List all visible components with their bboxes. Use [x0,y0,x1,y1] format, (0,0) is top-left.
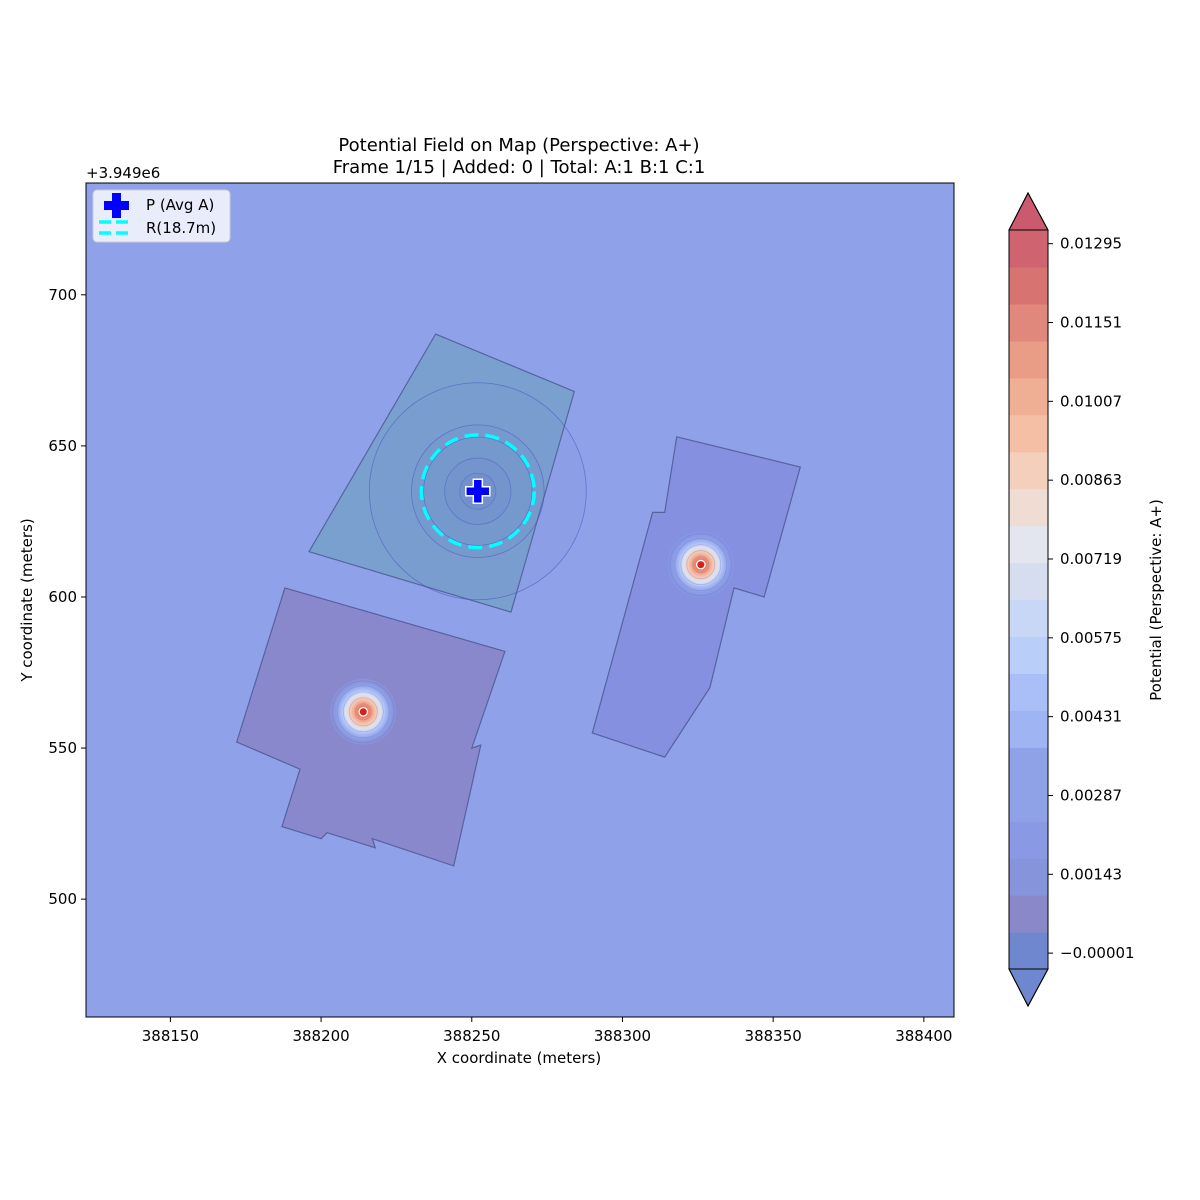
legend-plus-icon [104,193,129,218]
potential-field-background [86,183,954,1017]
chart-subtitle: Frame 1/15 | Added: 0 | Total: A:1 B:1 C… [333,157,706,178]
x-tick-label: 388400 [895,1027,952,1045]
hotspot-contour [342,691,384,733]
hotspot-contour [336,685,390,739]
x-axis-label: X coordinate (meters) [437,1049,601,1067]
y-tick-label: 500 [48,890,77,908]
colorbar-outline [1008,191,1049,1008]
y-tick-label: 700 [48,286,77,304]
colorbar-band [1009,636,1048,674]
colorbar-band [1009,821,1048,859]
colorbar-band [1009,784,1048,822]
agent-dot [695,559,706,570]
y-tick-label: 550 [48,739,77,757]
colorbar-bands [1009,230,1048,970]
chart-title: Potential Field on Map (Perspective: A+) [338,135,699,156]
hotspot-contour [686,550,716,579]
colorbar-tick-label: 0.00575 [1060,629,1122,647]
legend-dashed-circle-icon [99,220,133,235]
y-axis: 500 550 600 650 700 [48,286,86,908]
y-tick-label: 650 [48,437,77,455]
colorbar-ticks: −0.00001 0.00143 0.00287 0.00431 0.00575 0.00… [1048,235,1135,962]
legend-avg-label: P (Avg A) [146,196,214,214]
colorbar-extend-low [1008,968,1049,1008]
y-offset-label: +3.949e6 [86,164,160,182]
x-tick-label: 388300 [594,1027,651,1045]
colorbar-band [1009,303,1048,342]
colorbar-band [1009,377,1048,416]
agent-dot [358,706,369,717]
colorbar-band [1009,562,1048,601]
avg-point-marker [465,478,491,504]
legend: P (Avg A) R(18.7m) [92,189,231,243]
y-tick-label: 600 [48,588,77,606]
y-axis-label: Y coordinate (meters) [18,518,36,682]
hotspot-contour [680,544,722,585]
legend-radius-label: R(18.7m) [146,219,216,237]
building-top [308,333,576,613]
colorbar-band [1009,230,1048,268]
colorbar-band [1009,895,1048,933]
hotspot-contour [669,533,733,596]
agent-B [667,531,734,598]
colorbar-band [1009,340,1048,379]
colorbar-tick-label: 0.01151 [1060,314,1122,332]
colorbar-band [1009,858,1048,896]
colorbar-tick-label: 0.00287 [1060,786,1122,804]
colorbar-tick-label: 0.00143 [1060,865,1122,883]
hotspot-contour [692,556,710,573]
x-axis: 388150 388200 388250 388300 388350 388400 [142,1017,952,1045]
hotspot-contour [331,680,395,744]
colorbar-tick-label: 0.01295 [1060,235,1122,253]
colorbar-band [1009,932,1048,970]
colorbar-tick-label: 0.00431 [1060,708,1122,726]
hotspot-contour [354,703,372,721]
colorbar-tick-label: 0.00863 [1060,471,1122,489]
plot-frame [85,182,955,1018]
colorbar-band [1009,599,1048,638]
x-tick-label: 388250 [443,1027,500,1045]
colorbar-band [1009,451,1048,490]
x-tick-label: 388350 [745,1027,802,1045]
agents-layer [330,531,734,745]
colorbar-band [1009,673,1048,711]
colorbar-band [1009,414,1048,453]
radius-circle [419,433,536,550]
colorbar-band [1009,710,1048,748]
colorbar-band [1009,747,1048,785]
colorbar-band [1009,488,1048,527]
colorbar-tick-label: 0.01007 [1060,392,1122,410]
hotspot-contour [348,697,378,727]
x-tick-label: 388200 [292,1027,349,1045]
hotspot-contour [674,538,728,591]
colorbar-tick-label: −0.00001 [1060,944,1135,962]
colorbar-band [1009,266,1048,305]
avg-point-layer [419,433,536,550]
colorbar-tick-label: 0.00719 [1060,550,1122,568]
colorbar-extend-high [1008,191,1049,231]
colorbar-label: Potential (Perspective: A+) [1147,499,1165,701]
colorbar-band [1009,525,1048,564]
agent-C [330,678,397,745]
colorbar: −0.00001 0.00143 0.00287 0.00431 0.00575 0.00… [1008,191,1165,1008]
x-tick-label: 388150 [142,1027,199,1045]
